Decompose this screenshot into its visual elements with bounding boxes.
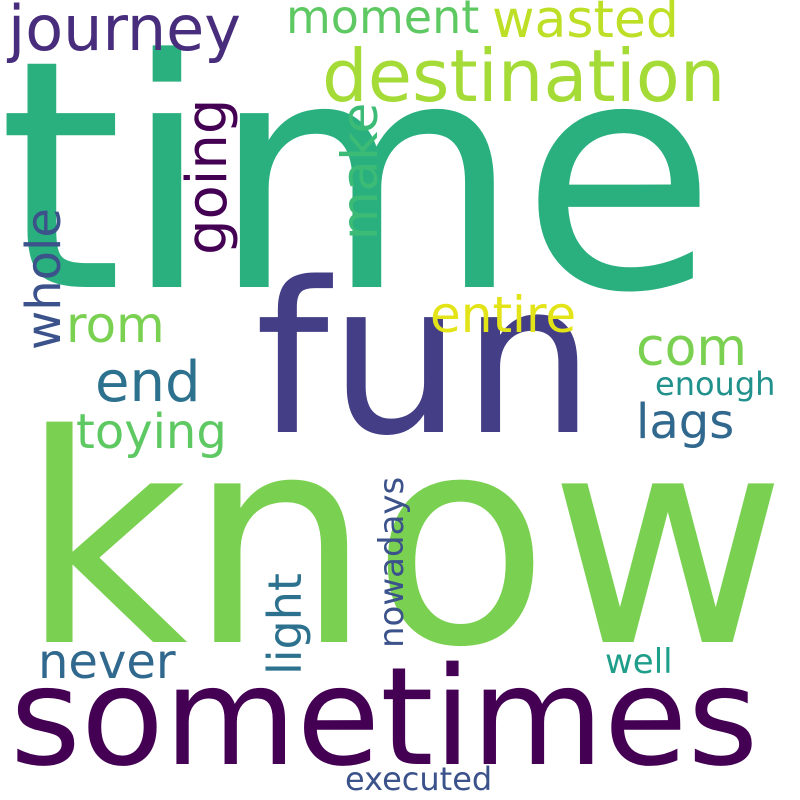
word-well: well <box>605 642 673 682</box>
word-entire: entire <box>430 286 577 344</box>
word-going: going <box>175 98 240 255</box>
word-wasted: wasted <box>492 0 679 50</box>
word-lags: lags <box>636 394 735 450</box>
word-never: never <box>38 634 176 690</box>
word-sometimes: sometimes <box>10 639 759 797</box>
word-nowadays: nowadays <box>372 476 412 648</box>
word-time: time <box>0 0 717 362</box>
word-light: light <box>258 573 312 675</box>
word-enough: enough <box>655 365 776 403</box>
word-make: make <box>331 102 389 240</box>
word-journey: journey <box>8 0 241 65</box>
word-destination: destination <box>322 34 726 118</box>
word-whole: whole <box>16 208 72 350</box>
word-fun: fun <box>255 237 596 482</box>
word-know: know <box>20 374 787 711</box>
word-end: end <box>95 350 201 415</box>
word-toying: toying <box>76 404 227 460</box>
word-executed: executed <box>345 760 493 798</box>
word-rom: rom <box>66 296 165 354</box>
word-moment: moment <box>286 0 480 44</box>
word-com: com <box>636 318 748 378</box>
